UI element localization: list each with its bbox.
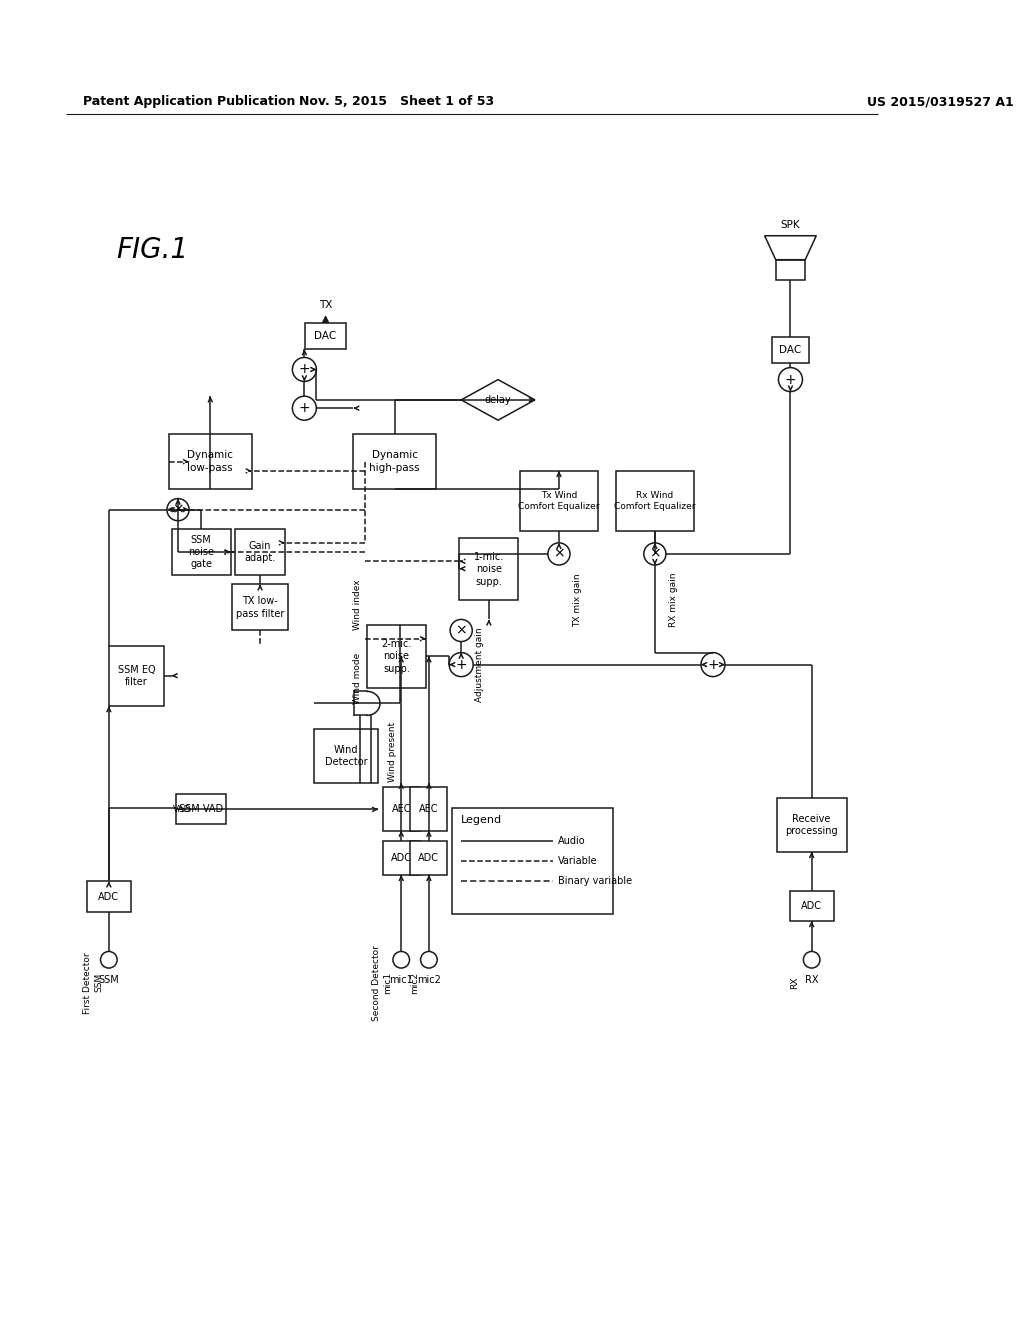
- Text: DAC: DAC: [314, 331, 337, 342]
- Text: TX low-
pass filter: TX low- pass filter: [236, 597, 285, 619]
- Bar: [367, 624, 426, 688]
- Text: Legend: Legend: [461, 816, 503, 825]
- Bar: [520, 471, 598, 531]
- Text: SSM: SSM: [94, 973, 103, 993]
- Bar: [109, 647, 164, 706]
- Bar: [236, 529, 285, 576]
- Circle shape: [167, 499, 189, 520]
- Circle shape: [701, 652, 725, 677]
- Circle shape: [450, 652, 473, 677]
- Circle shape: [451, 619, 472, 642]
- Text: Audio: Audio: [558, 836, 586, 846]
- Text: US 2015/0319527 A1: US 2015/0319527 A1: [867, 95, 1014, 108]
- Text: RX mix gain: RX mix gain: [669, 573, 678, 627]
- Text: ADC: ADC: [419, 853, 439, 863]
- Bar: [232, 585, 288, 631]
- Text: mic2: mic2: [411, 972, 420, 994]
- Text: Receive
processing: Receive processing: [785, 814, 838, 837]
- Bar: [353, 434, 436, 490]
- Text: Adjustment gain: Adjustment gain: [475, 627, 484, 702]
- Text: ADC: ADC: [391, 853, 412, 863]
- Bar: [169, 434, 252, 490]
- Bar: [411, 841, 447, 875]
- Circle shape: [548, 543, 570, 565]
- Bar: [411, 787, 447, 830]
- Bar: [460, 539, 518, 601]
- Text: SPK: SPK: [780, 219, 801, 230]
- Text: +: +: [299, 363, 310, 376]
- Text: +: +: [708, 657, 719, 672]
- Bar: [776, 260, 805, 280]
- Text: First Detector: First Detector: [83, 952, 92, 1014]
- Polygon shape: [461, 380, 535, 420]
- Text: Rx Wind
Comfort Equalizer: Rx Wind Comfort Equalizer: [614, 491, 695, 511]
- Text: 1-mic.
noise
supp.: 1-mic. noise supp.: [474, 552, 504, 586]
- Text: DAC: DAC: [779, 345, 802, 355]
- Text: 2-mic.
noise
supp.: 2-mic. noise supp.: [381, 639, 412, 673]
- Bar: [176, 793, 226, 824]
- Text: AEC: AEC: [391, 804, 411, 814]
- Bar: [87, 882, 131, 912]
- Bar: [616, 471, 693, 531]
- Text: mic1: mic1: [383, 972, 392, 994]
- Text: Second Detector: Second Detector: [372, 945, 381, 1020]
- Circle shape: [293, 358, 316, 381]
- Text: SSM
noise
gate: SSM noise gate: [188, 535, 214, 569]
- Text: ×: ×: [553, 546, 565, 561]
- Text: +: +: [299, 401, 310, 416]
- Text: TX: TX: [318, 300, 332, 310]
- Text: SSM: SSM: [98, 975, 119, 985]
- Text: Wind
Detector: Wind Detector: [325, 744, 368, 767]
- Text: Dynamic
low-pass: Dynamic low-pass: [187, 450, 233, 473]
- Text: ×: ×: [649, 546, 660, 561]
- Text: Dynamic
high-pass: Dynamic high-pass: [370, 450, 420, 473]
- Text: SSM VAD: SSM VAD: [179, 804, 223, 814]
- Bar: [383, 787, 420, 830]
- Bar: [790, 891, 834, 921]
- Text: Tx Wind
Comfort Equalizer: Tx Wind Comfort Equalizer: [518, 491, 600, 511]
- Text: ×: ×: [456, 623, 467, 638]
- Text: Gain
adapt.: Gain adapt.: [245, 541, 275, 564]
- Bar: [772, 337, 809, 363]
- Text: SSM EQ
filter: SSM EQ filter: [118, 665, 156, 688]
- Bar: [452, 808, 613, 913]
- Text: Binary variable: Binary variable: [558, 876, 632, 886]
- Text: +: +: [784, 372, 797, 387]
- Text: Wind present: Wind present: [388, 722, 397, 783]
- Text: Patent Application Publication: Patent Application Publication: [83, 95, 295, 108]
- Text: Variable: Variable: [558, 857, 598, 866]
- Text: TX mix gain: TX mix gain: [572, 573, 582, 627]
- Circle shape: [293, 396, 316, 420]
- Text: RX: RX: [791, 977, 800, 989]
- Bar: [383, 841, 420, 875]
- Text: +: +: [456, 657, 467, 672]
- Text: delay: delay: [484, 395, 511, 405]
- Bar: [305, 323, 346, 350]
- Circle shape: [778, 367, 803, 392]
- Bar: [776, 799, 847, 851]
- Text: Wind index: Wind index: [353, 579, 362, 630]
- Text: Nov. 5, 2015   Sheet 1 of 53: Nov. 5, 2015 Sheet 1 of 53: [299, 95, 495, 108]
- Text: FIG.1: FIG.1: [116, 235, 188, 264]
- Circle shape: [644, 543, 666, 565]
- Text: mic1: mic1: [389, 975, 413, 985]
- Text: VAD: VAD: [173, 805, 191, 814]
- Text: ×: ×: [172, 503, 184, 516]
- Text: AEC: AEC: [419, 804, 438, 814]
- Text: ADC: ADC: [98, 891, 120, 902]
- Bar: [313, 729, 378, 783]
- Text: ADC: ADC: [801, 900, 822, 911]
- Text: mic2: mic2: [417, 975, 440, 985]
- Text: Wind mode: Wind mode: [353, 653, 362, 704]
- Text: RX: RX: [805, 975, 818, 985]
- Bar: [172, 529, 230, 576]
